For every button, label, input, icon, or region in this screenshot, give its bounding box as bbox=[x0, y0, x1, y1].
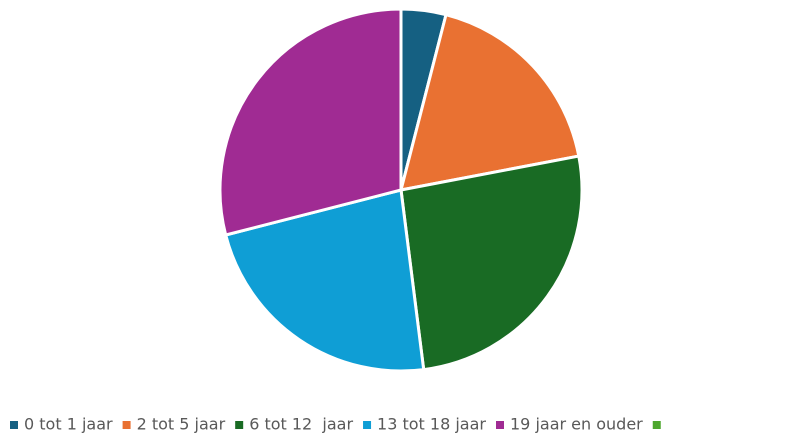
legend-label: 13 tot 18 jaar bbox=[377, 415, 486, 434]
legend-swatch bbox=[496, 421, 504, 429]
legend-label: 6 tot 12 jaar bbox=[249, 415, 353, 434]
legend-label: 19 jaar en ouder bbox=[510, 415, 643, 434]
pie-slice bbox=[224, 188, 426, 373]
legend-label: 2 tot 5 jaar bbox=[137, 415, 226, 434]
pie-slice bbox=[399, 154, 584, 372]
pie-slice bbox=[399, 13, 581, 192]
pie-slice bbox=[218, 7, 403, 237]
legend-swatch bbox=[122, 421, 131, 429]
legend-swatch bbox=[10, 421, 18, 429]
legend-label: 0 tot 1 jaar bbox=[24, 415, 113, 434]
legend-swatch bbox=[363, 421, 372, 429]
legend-swatch bbox=[235, 421, 244, 429]
legend-swatch bbox=[652, 421, 661, 429]
